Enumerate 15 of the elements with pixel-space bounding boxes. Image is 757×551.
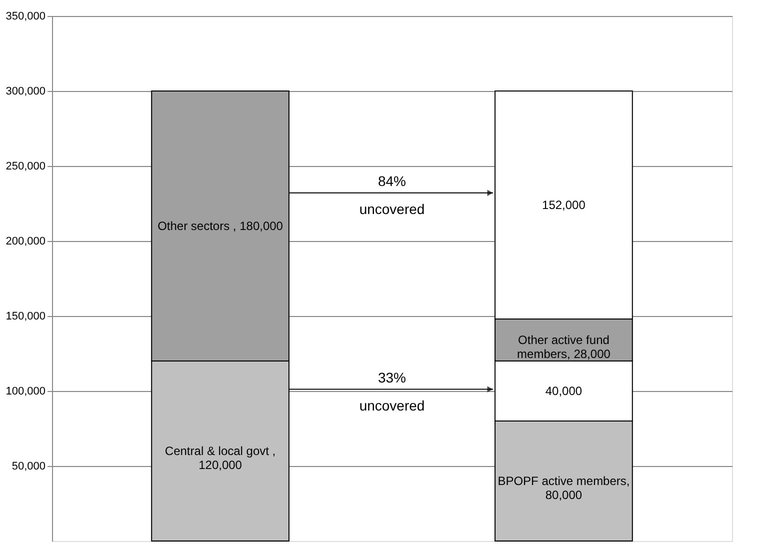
y-tick-label: 300,000 xyxy=(6,86,46,98)
y-tick-label: 250,000 xyxy=(6,160,46,172)
annotation: 33% uncovered xyxy=(359,369,425,414)
data-label: BPOPF active members, 80,000 xyxy=(498,474,630,502)
data-label: Other sectors , 180,000 xyxy=(158,219,284,233)
y-tick-label: 200,000 xyxy=(6,236,46,248)
data-label: 152,000 xyxy=(542,198,586,212)
y-tick-label: 350,000 xyxy=(6,10,46,22)
annotation: 84% uncovered xyxy=(359,172,425,217)
data-label: 40,000 xyxy=(545,384,582,398)
data-label: Central & local govt , 120,000 xyxy=(164,444,276,472)
y-tick-label: 150,000 xyxy=(6,310,46,322)
data-label: Other active fund members, 28,000 xyxy=(517,333,611,361)
y-tick-label: 100,000 xyxy=(6,386,46,398)
y-tick-label: 50,000 xyxy=(12,460,46,472)
